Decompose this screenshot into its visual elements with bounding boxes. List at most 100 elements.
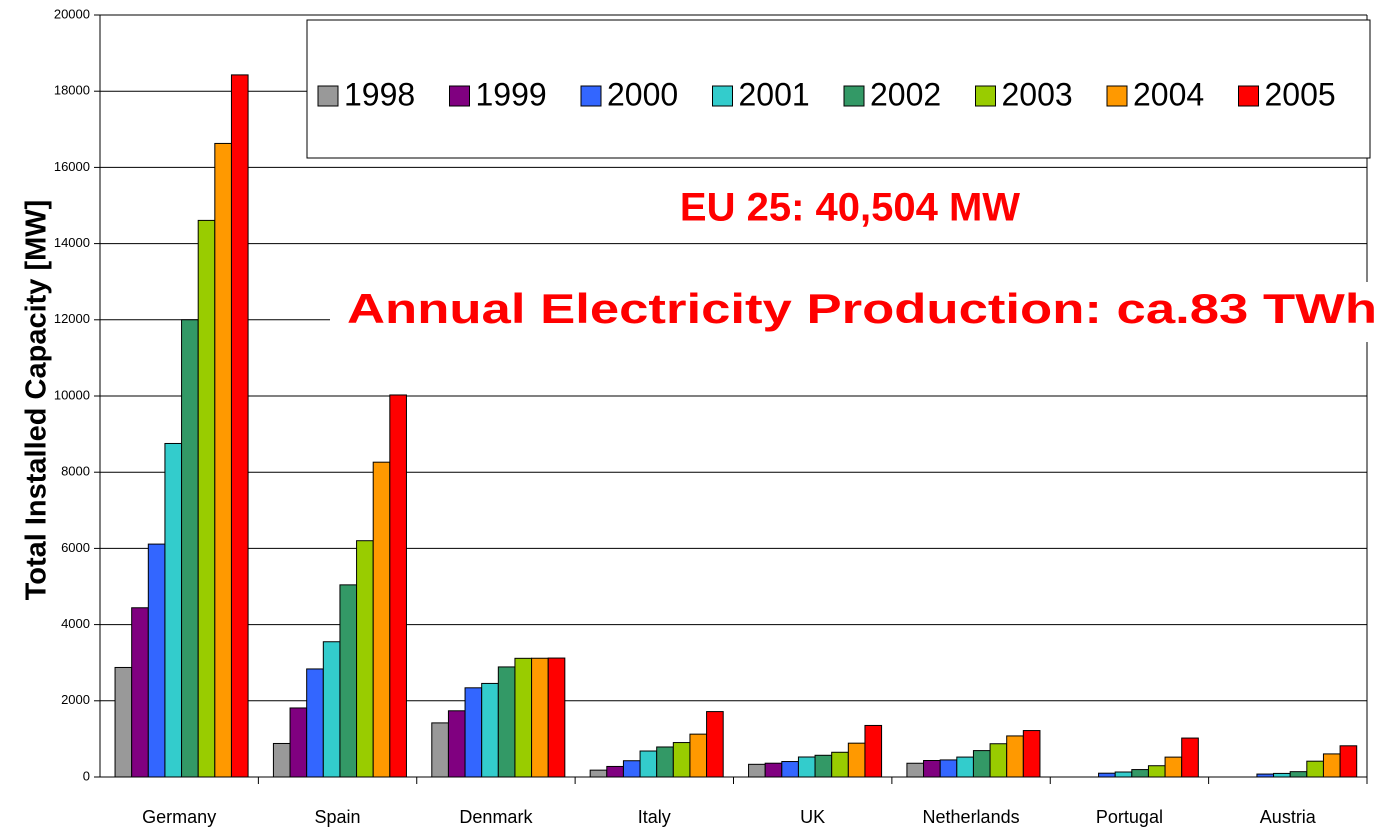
legend-swatch <box>317 85 339 107</box>
y-tick-label: 18000 <box>54 83 90 98</box>
bar <box>356 540 374 778</box>
legend-label: 2003 <box>1002 76 1073 112</box>
legend-label: 2000 <box>607 76 678 112</box>
bar <box>1339 745 1358 778</box>
bar <box>214 142 232 778</box>
y-tick-label: 14000 <box>54 235 90 250</box>
bar <box>431 722 449 778</box>
bar <box>289 707 308 778</box>
bar <box>339 584 358 778</box>
bar <box>956 756 974 778</box>
bar <box>1022 730 1041 778</box>
bar <box>906 762 925 778</box>
bar <box>114 666 133 778</box>
bar <box>1147 765 1166 778</box>
bar <box>864 724 883 778</box>
bar <box>656 746 674 778</box>
legend-label: 2005 <box>1265 76 1336 112</box>
legend-label: 2002 <box>870 76 941 112</box>
bar <box>1098 772 1116 778</box>
bar <box>547 657 566 778</box>
annotation-background <box>330 282 1380 342</box>
bar <box>639 750 658 778</box>
bar <box>531 657 549 778</box>
bar <box>706 711 724 778</box>
bar <box>689 733 708 778</box>
y-tick-label: 2000 <box>61 692 90 707</box>
y-tick-label: 4000 <box>61 616 90 631</box>
bar <box>923 760 941 778</box>
bar <box>1322 753 1341 778</box>
legend-label: 1999 <box>476 76 547 112</box>
legend-swatch <box>843 85 865 107</box>
bar <box>972 750 991 778</box>
bar <box>497 666 516 778</box>
x-tick-label: Austria <box>1260 807 1317 827</box>
annotation: EU 25: 40,504 MW <box>680 186 1020 230</box>
bar <box>1114 771 1133 778</box>
bar <box>672 742 691 778</box>
bar <box>131 607 149 778</box>
y-tick-label: 10000 <box>54 387 90 402</box>
bar <box>781 761 799 778</box>
bar <box>1256 773 1275 778</box>
bar <box>748 763 766 778</box>
y-tick-label: 16000 <box>54 159 90 174</box>
x-tick-label: Italy <box>638 807 671 827</box>
bar <box>1273 772 1291 778</box>
legend-label: 2004 <box>1133 76 1204 112</box>
bar <box>389 394 407 778</box>
bar <box>847 742 866 778</box>
y-tick-label: 20000 <box>54 6 90 21</box>
bar <box>1131 769 1149 778</box>
y-tick-label: 8000 <box>61 464 90 479</box>
y-tick-label: 0 <box>83 768 90 783</box>
x-tick-label: Denmark <box>459 807 533 827</box>
bar <box>481 682 499 778</box>
x-tick-label: Spain <box>315 807 361 827</box>
y-axis-label: Total Installed Capacity [MW] <box>21 200 53 601</box>
bar <box>589 769 608 778</box>
bar <box>1006 735 1024 778</box>
bar <box>372 461 391 778</box>
bar <box>1181 737 1199 778</box>
bar <box>464 687 483 778</box>
bar <box>606 765 624 778</box>
bar <box>1164 756 1183 778</box>
bar <box>764 762 783 778</box>
annotation: Annual Electricity Production: ca.83 TWh <box>347 285 1377 332</box>
bar <box>272 742 291 778</box>
bar <box>1306 760 1324 778</box>
y-tick-label: 12000 <box>54 311 90 326</box>
x-tick-label: Portugal <box>1096 807 1163 827</box>
x-tick-label: Netherlands <box>923 807 1020 827</box>
legend-swatch <box>580 85 602 107</box>
bar <box>939 759 958 778</box>
bar <box>322 641 341 778</box>
legend-swatch <box>1238 85 1259 107</box>
legend-label: 1998 <box>344 76 415 112</box>
bar <box>814 754 833 778</box>
bar <box>197 219 216 778</box>
y-tick-label: 6000 <box>61 540 90 555</box>
bar <box>1289 771 1308 778</box>
legend-swatch <box>712 85 733 107</box>
legend-box <box>306 19 1371 159</box>
bar <box>622 760 641 778</box>
bar <box>230 74 249 778</box>
bar <box>514 657 533 778</box>
x-tick-label: UK <box>800 807 825 827</box>
legend-swatch <box>1106 85 1128 107</box>
bar <box>989 743 1008 778</box>
bar <box>831 751 849 778</box>
legend-swatch <box>975 85 996 107</box>
bar <box>147 543 166 778</box>
legend-label: 2001 <box>739 76 810 112</box>
bar <box>447 710 466 778</box>
bar <box>306 668 324 778</box>
bar <box>164 442 183 778</box>
bar <box>797 756 816 778</box>
bar <box>181 319 199 778</box>
legend-swatch <box>449 85 470 107</box>
